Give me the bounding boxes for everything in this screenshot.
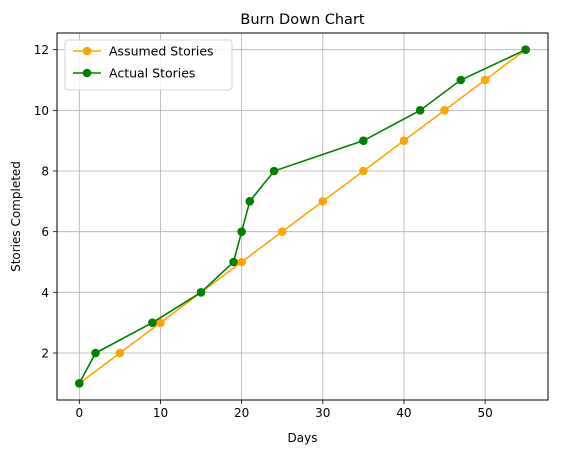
y-tick-label: 6 xyxy=(41,225,49,239)
data-point xyxy=(156,318,165,327)
data-point xyxy=(521,45,530,54)
series-0 xyxy=(75,45,530,388)
x-tick-label: 0 xyxy=(75,406,83,420)
data-point xyxy=(480,75,490,85)
y-tick-label: 12 xyxy=(34,43,49,57)
data-point xyxy=(456,75,466,85)
chart-title: Burn Down Chart xyxy=(240,12,364,28)
data-point xyxy=(237,227,246,236)
x-tick-label: 40 xyxy=(396,406,411,420)
y-tick-label: 10 xyxy=(34,104,49,118)
series-line xyxy=(78,48,527,384)
data-point xyxy=(237,257,246,267)
legend-label: Assumed Stories xyxy=(109,44,214,59)
y-tick-label: 8 xyxy=(41,165,49,179)
series-layer xyxy=(75,45,530,388)
y-axis-label: Stories Completed xyxy=(9,161,23,272)
x-tick-label: 50 xyxy=(477,406,492,420)
data-point xyxy=(277,227,287,236)
legend: Assumed Stories Actual Stories xyxy=(64,39,233,91)
data-point xyxy=(196,288,206,297)
data-point xyxy=(91,348,100,358)
axis-ticks: 0 10 20 30 40 50 2 4 6 8 10 12 xyxy=(34,43,493,420)
data-point xyxy=(415,106,425,115)
data-point xyxy=(359,166,368,176)
data-point xyxy=(440,106,449,115)
data-point xyxy=(399,136,409,145)
legend-swatch-marker xyxy=(82,46,92,56)
data-point xyxy=(229,257,238,267)
legend-box xyxy=(64,39,233,91)
data-point xyxy=(148,318,157,327)
data-point xyxy=(75,379,84,388)
x-tick-label: 20 xyxy=(234,406,249,420)
data-point xyxy=(245,197,255,206)
data-point xyxy=(359,136,368,145)
x-axis-label: Days xyxy=(288,431,318,445)
series-line xyxy=(78,49,527,384)
legend-swatch-marker xyxy=(82,68,92,78)
legend-label: Actual Stories xyxy=(109,66,195,81)
x-tick-label: 10 xyxy=(153,406,168,420)
series-1 xyxy=(75,45,530,388)
x-tick-label: 30 xyxy=(315,406,330,420)
y-tick-label: 2 xyxy=(41,346,49,360)
data-point xyxy=(269,166,279,176)
y-tick-label: 4 xyxy=(41,286,49,300)
data-point xyxy=(115,348,125,358)
data-point xyxy=(318,197,328,206)
plot-frame xyxy=(56,32,549,401)
